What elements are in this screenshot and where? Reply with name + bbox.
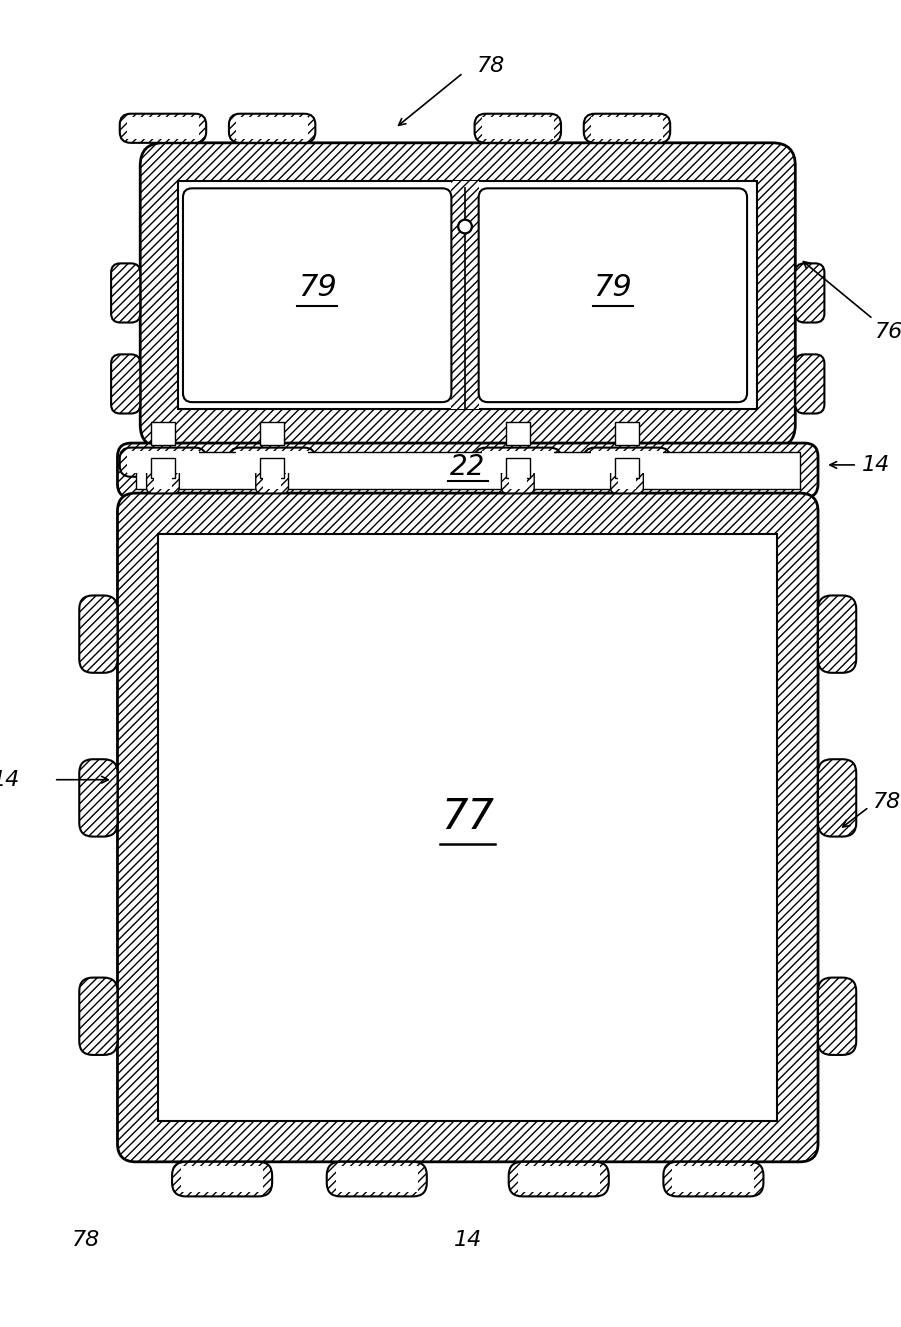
- FancyBboxPatch shape: [509, 1162, 609, 1197]
- Bar: [482, 451, 554, 474]
- FancyBboxPatch shape: [79, 596, 117, 673]
- Bar: [151, 458, 175, 478]
- Text: 22: 22: [450, 453, 486, 480]
- Bar: [506, 458, 530, 478]
- Bar: [615, 422, 639, 445]
- FancyBboxPatch shape: [117, 494, 818, 1162]
- FancyBboxPatch shape: [256, 467, 288, 494]
- Bar: [336, 1166, 418, 1192]
- Bar: [151, 422, 175, 445]
- Bar: [615, 458, 639, 478]
- FancyBboxPatch shape: [663, 1162, 763, 1197]
- FancyBboxPatch shape: [79, 759, 117, 836]
- FancyBboxPatch shape: [818, 759, 856, 836]
- Bar: [136, 453, 800, 488]
- Bar: [260, 458, 284, 478]
- Bar: [451, 180, 478, 410]
- FancyBboxPatch shape: [229, 447, 315, 476]
- Bar: [236, 117, 308, 139]
- Bar: [618, 471, 636, 490]
- Text: 78: 78: [477, 57, 505, 77]
- FancyBboxPatch shape: [475, 447, 561, 476]
- FancyBboxPatch shape: [584, 114, 670, 143]
- Bar: [591, 117, 663, 139]
- Text: 78: 78: [71, 1230, 100, 1250]
- FancyBboxPatch shape: [327, 1162, 427, 1197]
- Bar: [506, 422, 530, 445]
- Bar: [154, 471, 172, 490]
- Bar: [482, 117, 554, 139]
- Bar: [260, 422, 284, 445]
- FancyBboxPatch shape: [229, 114, 315, 143]
- FancyBboxPatch shape: [141, 143, 796, 447]
- Text: 14: 14: [0, 770, 20, 790]
- FancyBboxPatch shape: [111, 263, 141, 322]
- Text: 76: 76: [804, 261, 901, 342]
- Bar: [127, 451, 199, 474]
- Bar: [263, 471, 281, 490]
- Bar: [236, 451, 308, 474]
- Bar: [518, 1166, 600, 1192]
- FancyBboxPatch shape: [147, 467, 179, 494]
- Bar: [178, 180, 757, 410]
- Bar: [591, 451, 663, 474]
- FancyBboxPatch shape: [79, 978, 117, 1055]
- Circle shape: [458, 219, 472, 234]
- Bar: [159, 533, 777, 1121]
- FancyBboxPatch shape: [478, 188, 747, 402]
- Text: 77: 77: [441, 796, 495, 837]
- FancyBboxPatch shape: [117, 443, 818, 498]
- FancyBboxPatch shape: [818, 596, 856, 673]
- FancyBboxPatch shape: [183, 188, 451, 402]
- FancyBboxPatch shape: [584, 447, 670, 476]
- FancyBboxPatch shape: [796, 354, 824, 414]
- Circle shape: [460, 222, 470, 231]
- FancyBboxPatch shape: [172, 1162, 272, 1197]
- Text: 78: 78: [873, 792, 901, 812]
- FancyBboxPatch shape: [796, 263, 824, 322]
- FancyBboxPatch shape: [502, 467, 534, 494]
- FancyBboxPatch shape: [120, 114, 206, 143]
- Text: 14: 14: [453, 1230, 482, 1250]
- Bar: [672, 1166, 754, 1192]
- Text: 79: 79: [594, 273, 633, 303]
- FancyBboxPatch shape: [120, 447, 206, 476]
- FancyBboxPatch shape: [111, 354, 141, 414]
- FancyBboxPatch shape: [611, 467, 643, 494]
- Text: 79: 79: [298, 273, 337, 303]
- Bar: [509, 471, 527, 490]
- Bar: [127, 117, 199, 139]
- FancyBboxPatch shape: [475, 114, 561, 143]
- Bar: [181, 1166, 263, 1192]
- FancyBboxPatch shape: [818, 978, 856, 1055]
- Text: 14: 14: [861, 455, 890, 475]
